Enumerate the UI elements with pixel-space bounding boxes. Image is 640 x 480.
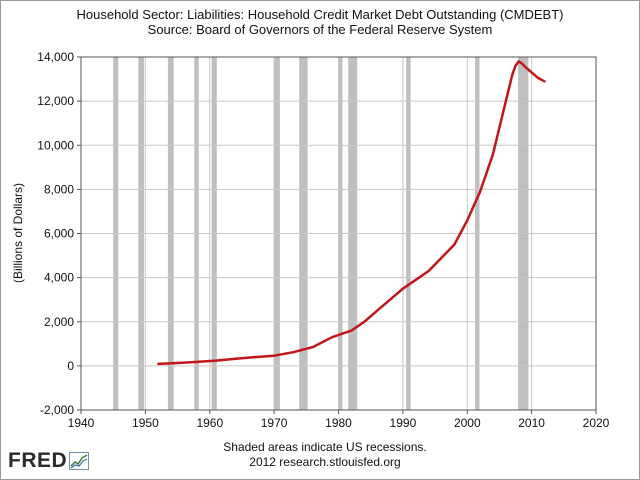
fred-logo: FRED [8, 449, 90, 473]
x-tick-label: 1960 [196, 416, 223, 430]
y-tick-label: 0 [67, 359, 74, 373]
y-tick-label: 8,000 [44, 182, 74, 196]
y-tick-label: 14,000 [37, 50, 74, 64]
x-tick-label: 2020 [583, 416, 610, 430]
x-tick-label: 2000 [454, 416, 481, 430]
data-point [402, 287, 404, 290]
data-point [479, 190, 481, 193]
data-point [414, 278, 417, 281]
data-point [453, 243, 456, 246]
y-tick-label: 4,000 [44, 271, 74, 285]
series-line-cmdebt [157, 60, 546, 366]
data-point [543, 80, 546, 83]
y-axis-ticks: -2,000 0 2,000 4,000 6,000 8,000 10,000 12,000 1… [37, 50, 81, 417]
x-tick-label: 1950 [132, 416, 159, 430]
data-point [376, 309, 378, 312]
data-point [292, 351, 295, 354]
data-point [466, 219, 469, 222]
x-tick-label: 1980 [325, 416, 352, 430]
chart-title: Household Sector: Liabilities: Household… [76, 7, 564, 22]
x-tick-label: 2010 [518, 416, 545, 430]
y-tick-label: 10,000 [37, 138, 74, 152]
data-point [492, 153, 494, 156]
data-point [537, 77, 539, 79]
data-point [234, 357, 237, 360]
data-point [350, 329, 353, 332]
data-point [514, 64, 517, 67]
data-point [530, 71, 533, 74]
y-tick-label: 12,000 [37, 94, 74, 108]
data-point [521, 62, 523, 65]
y-axis-title: (Billions of Dollars) [11, 183, 25, 283]
data-point [176, 362, 179, 364]
x-tick-label: 1990 [390, 416, 417, 430]
fred-graph-icon [69, 452, 90, 470]
x-tick-label: 1970 [261, 416, 288, 430]
data-point [440, 256, 443, 259]
source-credit: 2012 research.stlouisfed.org [249, 455, 401, 469]
data-point [511, 73, 514, 76]
data-point [253, 356, 256, 358]
fred-logo-text: FRED [8, 449, 68, 472]
data-point [196, 361, 198, 363]
y-tick-label: -2,000 [40, 403, 74, 417]
recession-note: Shaded areas indicate US recessions. [223, 440, 427, 454]
data-point [498, 126, 501, 129]
data-point [517, 60, 520, 63]
data-point [505, 100, 507, 102]
y-tick-label: 6,000 [44, 227, 74, 241]
gridlines [81, 57, 596, 410]
data-point [273, 354, 275, 357]
data-point [389, 298, 391, 301]
chart-source: Source: Board of Governors of the Federa… [147, 22, 493, 37]
x-tick-label: 1940 [68, 416, 95, 430]
x-axis-ticks: 1940 1950 1960 1970 1980 1990 2000 2010 2020 [68, 410, 610, 430]
y-tick-label: 2,000 [44, 315, 74, 329]
data-point [427, 270, 430, 272]
data-point [157, 363, 160, 365]
data-point [331, 336, 333, 339]
series-layer [157, 60, 546, 366]
data-point [215, 359, 218, 362]
data-point [524, 66, 527, 68]
data-point [363, 320, 366, 323]
data-point [311, 346, 314, 348]
